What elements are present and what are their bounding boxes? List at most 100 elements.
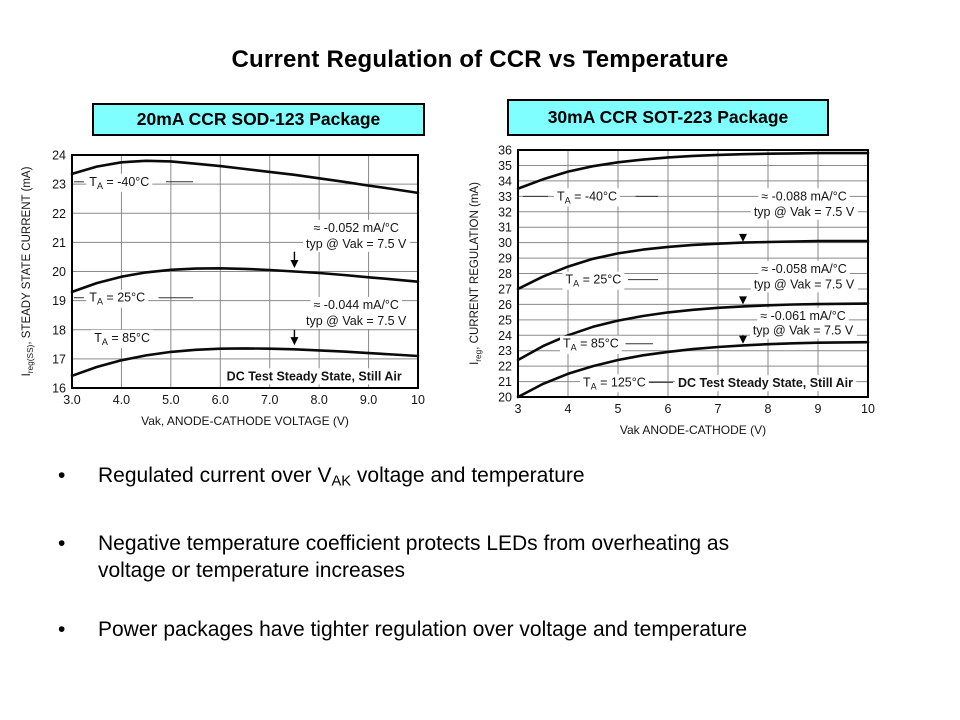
y-tick-label: 22 (498, 360, 512, 374)
label-mask (86, 173, 153, 192)
label-mask (749, 322, 857, 339)
curve-label: TA = 85°C (563, 337, 619, 353)
y-tick-label: 35 (498, 159, 512, 173)
series-line (516, 151, 870, 190)
y-tick-label: 23 (498, 344, 512, 358)
curve-label: TA = 85°C (94, 331, 150, 347)
chart-sod123: TA = -40°C TA = 25°C TA = 85°C ≈ -0.052 mA/… (21, 149, 425, 429)
x-tick-label: 8.0 (310, 393, 327, 407)
bullet-item: • Regulated current over VAK voltage and … (58, 462, 898, 496)
annotation-text: typ @ Vak = 7.5 V (306, 237, 407, 251)
label-mask (750, 276, 858, 293)
y-tick-label: 33 (498, 190, 512, 204)
y-tick-label: 31 (498, 221, 512, 235)
y-tick-label: 24 (498, 329, 512, 343)
annotation-text: typ @ Vak = 7.5 V (754, 205, 855, 219)
label-mask (303, 235, 411, 252)
label-mask (758, 260, 850, 277)
series-line (516, 302, 870, 362)
y-tick-label: 21 (52, 236, 66, 250)
plot-frame (71, 154, 419, 389)
y-tick-label: 27 (498, 282, 512, 296)
annotation-arrowhead (739, 335, 747, 344)
package-label-sot223: 30mA CCR SOT-223 Package (507, 99, 829, 136)
x-tick-label: 10 (411, 393, 425, 407)
y-tick-label: 16 (52, 382, 66, 396)
bullet-item: • Negative temperature coefficient protec… (58, 530, 898, 584)
curve-label: TA = -40°C (557, 189, 617, 205)
annotation-text: ≈ -0.052 mA/°C (313, 221, 399, 235)
y-axis-title: Ireg, CURRENT REGULATION (mA) (469, 182, 483, 365)
y-tick-label: 26 (498, 298, 512, 312)
y-tick-label: 18 (52, 323, 66, 337)
label-mask (758, 188, 850, 205)
label-mask (303, 313, 411, 330)
bullet-dot: • (58, 618, 66, 641)
y-tick-label: 30 (498, 236, 512, 250)
annotation-arrowhead (290, 337, 299, 346)
x-tick-label: 9 (815, 402, 822, 416)
bullet-text: Negative temperature coefficient protect… (98, 532, 730, 582)
bullet-text: Power packages have tighter regulation o… (98, 618, 748, 641)
page-title: Current Regulation of CCR vs Temperature (231, 46, 729, 73)
x-tick-label: 3 (515, 402, 522, 416)
x-tick-label: 5.0 (162, 393, 179, 407)
annotation-text: DC Test Steady State, Still Air (227, 369, 402, 383)
label-mask (580, 374, 649, 393)
x-tick-label: 4 (565, 402, 572, 416)
y-tick-label: 29 (498, 252, 512, 266)
label-mask (86, 289, 149, 308)
series-line (70, 159, 420, 195)
label-mask (310, 296, 402, 313)
annotation-text: ≈ -0.058 mA/°C (761, 262, 847, 276)
x-tick-label: 6 (665, 402, 672, 416)
x-tick-label: 10 (861, 402, 875, 416)
annotation-text: typ @ Vak = 7.5 V (306, 314, 407, 328)
annotation-text: ≈ -0.044 mA/°C (313, 298, 399, 312)
y-tick-label: 28 (498, 267, 512, 281)
y-tick-label: 20 (52, 265, 66, 279)
curve-label: TA = -40°C (89, 175, 149, 191)
series-line (516, 340, 870, 399)
label-mask (223, 368, 405, 385)
label-mask (750, 203, 858, 220)
annotation-arrowhead (290, 260, 299, 269)
x-tick-label: 6.0 (212, 393, 229, 407)
x-tick-label: 4.0 (113, 393, 130, 407)
package-label-sod123: 20mA CCR SOD-123 Package (92, 103, 425, 136)
y-tick-label: 22 (52, 207, 66, 221)
bullet-text: Regulated current over VAK voltage and t… (98, 464, 585, 490)
annotation-arrowhead (739, 296, 747, 305)
y-tick-label: 25 (498, 313, 512, 327)
x-tick-label: 5 (615, 402, 622, 416)
label-mask (310, 219, 402, 236)
chart-sot223: TA = -40°C TA = 25°C TA = 85°C TA = 125°C ≈ … (469, 144, 875, 438)
bullet-dot: • (58, 464, 66, 487)
annotation-text: ≈ -0.088 mA/°C (761, 189, 847, 203)
y-tick-label: 32 (498, 205, 512, 219)
annotation-text: DC Test Steady State, Still Air (678, 376, 853, 390)
x-tick-label: 7.0 (261, 393, 278, 407)
x-axis-title: Vak ANODE-CATHODE (V) (620, 423, 766, 437)
y-tick-label: 24 (52, 149, 66, 163)
label-mask (757, 307, 849, 324)
y-tick-label: 34 (498, 174, 512, 188)
y-tick-label: 17 (52, 352, 66, 366)
annotation-arrowhead (739, 233, 747, 242)
y-tick-label: 20 (498, 391, 512, 405)
y-tick-label: 21 (498, 375, 512, 389)
bullet-item: • Power packages have tighter regulation … (58, 616, 898, 643)
series-line (70, 267, 420, 294)
curve-label: TA = 25°C (566, 273, 622, 289)
x-axis-title: Vak, ANODE-CATHODE VOLTAGE (V) (141, 414, 349, 428)
y-tick-label: 19 (52, 294, 66, 308)
annotation-text: typ @ Vak = 7.5 V (753, 324, 854, 338)
series-line (70, 347, 420, 378)
y-axis-title: Ireg(SS), STEADY STATE CURRENT (mA) (21, 166, 35, 376)
y-tick-label: 23 (52, 178, 66, 192)
x-tick-label: 7 (715, 402, 722, 416)
series-line (516, 239, 870, 291)
annotation-text: typ @ Vak = 7.5 V (754, 277, 855, 291)
